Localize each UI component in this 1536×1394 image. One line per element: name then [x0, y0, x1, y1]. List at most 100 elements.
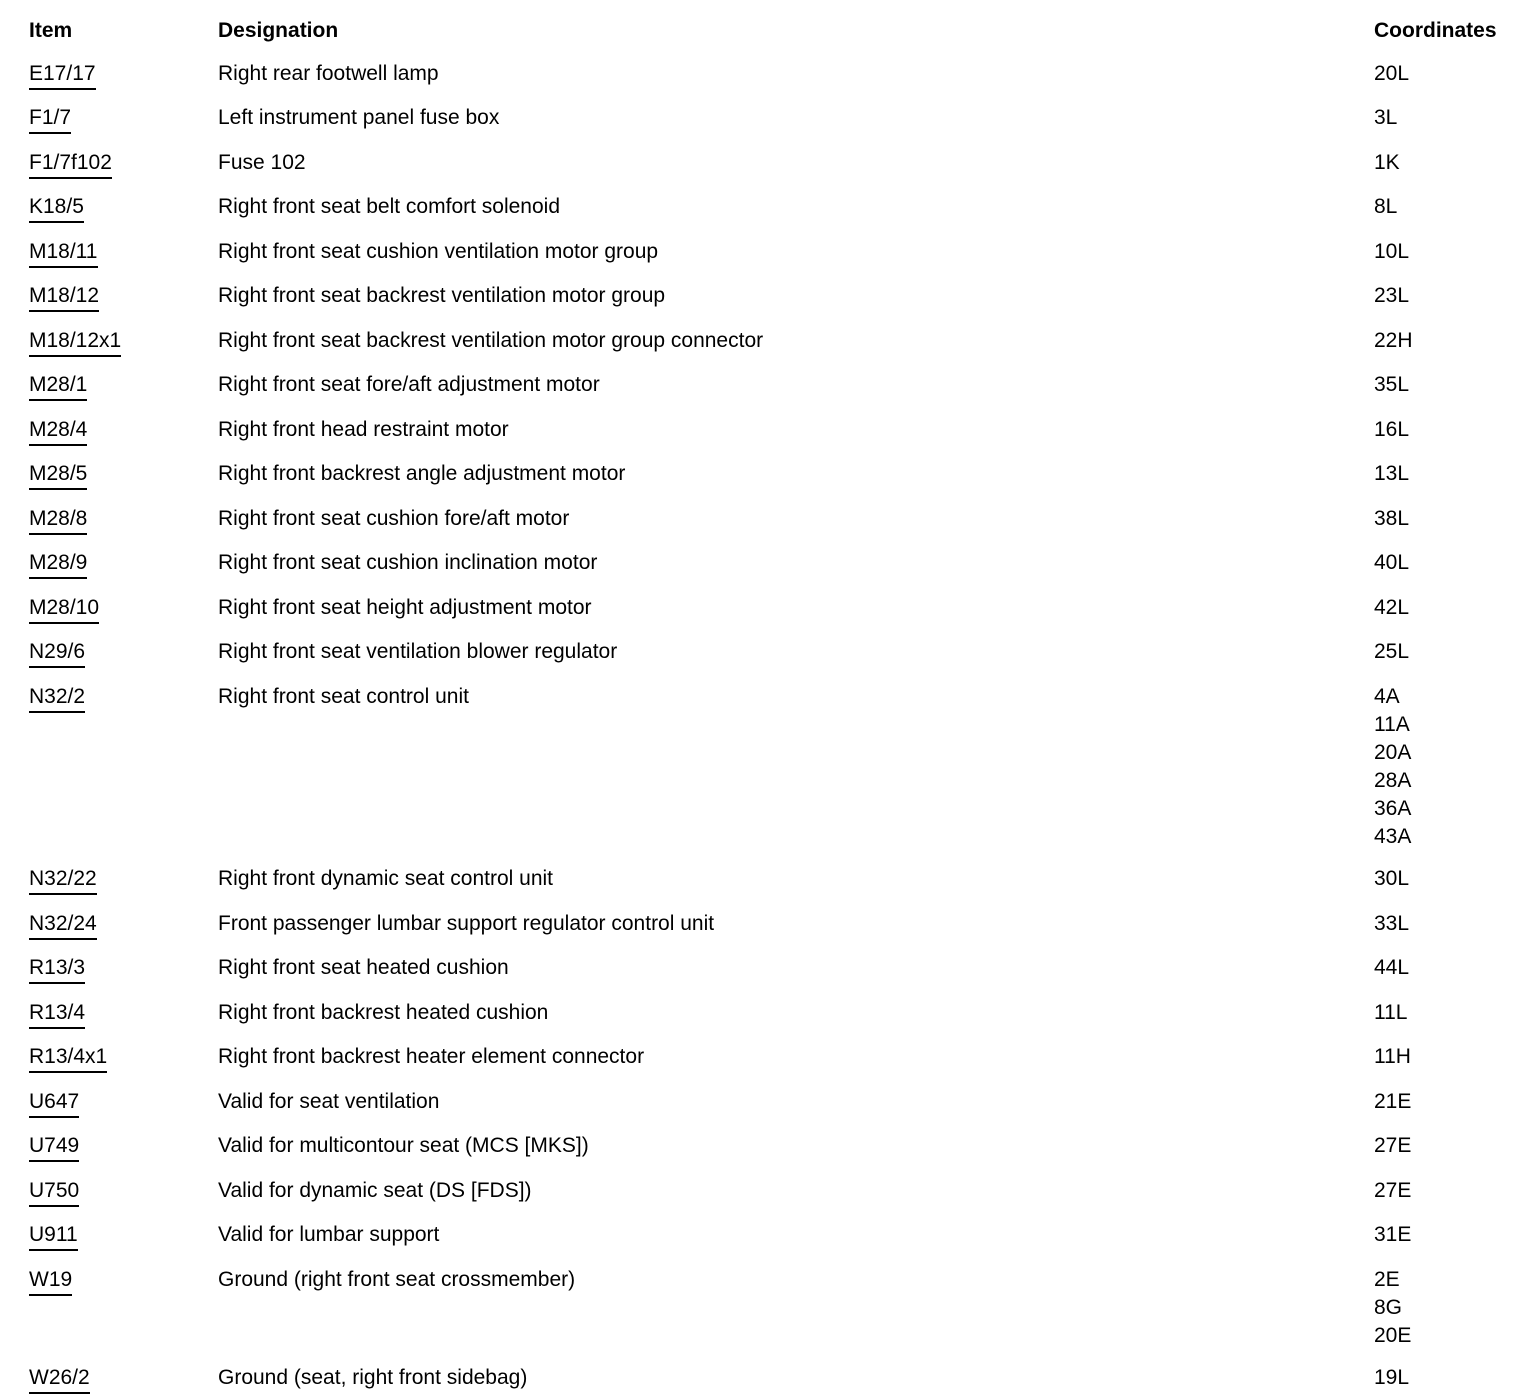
coordinates-cell: 38L [1374, 505, 1536, 533]
item-cell: N32/2 [29, 683, 218, 713]
item-code-link[interactable]: U911 [29, 1221, 78, 1251]
coordinate-value: 20A [1374, 739, 1536, 767]
table-row: R13/3 Right front seat heated cushion 44… [29, 954, 1536, 984]
coordinate-value: 43A [1374, 823, 1536, 851]
item-code-link[interactable]: R13/4 [29, 999, 85, 1029]
table-row: R13/4 Right front backrest heated cushio… [29, 999, 1536, 1029]
table-row: K18/5 Right front seat belt comfort sole… [29, 193, 1536, 223]
coordinate-value: 20E [1374, 1322, 1536, 1350]
item-code-link[interactable]: M28/5 [29, 460, 87, 490]
designation-text: Front passenger lumbar support regulator… [218, 910, 1374, 938]
item-cell: F1/7f102 [29, 149, 218, 179]
item-code-link[interactable]: W19 [29, 1266, 72, 1296]
designation-text: Right front seat heated cushion [218, 954, 1374, 982]
item-code-link[interactable]: W26/2 [29, 1364, 90, 1394]
coordinates-cell: 19L [1374, 1364, 1536, 1392]
table-row: M28/4 Right front head restraint motor 1… [29, 416, 1536, 446]
coordinates-cell: 11H [1374, 1043, 1536, 1071]
designation-text: Right front seat control unit [218, 683, 1374, 711]
coordinates-cell: 10L [1374, 238, 1536, 266]
item-cell: U750 [29, 1177, 218, 1207]
item-code-link[interactable]: N32/2 [29, 683, 85, 713]
item-code-link[interactable]: M18/11 [29, 238, 98, 268]
item-cell: N32/22 [29, 865, 218, 895]
table-row: W26/2 Ground (seat, right front sidebag)… [29, 1364, 1536, 1394]
coordinates-cell: 35L [1374, 371, 1536, 399]
coordinates-cell: 16L [1374, 416, 1536, 444]
item-cell: R13/3 [29, 954, 218, 984]
item-cell: N32/24 [29, 910, 218, 940]
coordinates-cell: 22H [1374, 327, 1536, 355]
coordinate-value: 28A [1374, 767, 1536, 795]
designation-text: Right front seat cushion fore/aft motor [218, 505, 1374, 533]
table-row: M28/1 Right front seat fore/aft adjustme… [29, 371, 1536, 401]
table-row: M28/9 Right front seat cushion inclinati… [29, 549, 1536, 579]
item-cell: R13/4x1 [29, 1043, 218, 1073]
designation-text: Right front seat belt comfort solenoid [218, 193, 1374, 221]
item-cell: M28/4 [29, 416, 218, 446]
designation-text: Left instrument panel fuse box [218, 104, 1374, 132]
item-cell: R13/4 [29, 999, 218, 1029]
item-cell: E17/17 [29, 60, 218, 90]
designation-text: Valid for multicontour seat (MCS [MKS]) [218, 1132, 1374, 1160]
item-code-link[interactable]: K18/5 [29, 193, 84, 223]
table-row: M18/11 Right front seat cushion ventilat… [29, 238, 1536, 268]
item-code-link[interactable]: U647 [29, 1088, 79, 1118]
item-cell: M28/8 [29, 505, 218, 535]
column-header-coordinates: Coordinates [1374, 17, 1536, 45]
item-cell: M28/9 [29, 549, 218, 579]
designation-text: Right front seat height adjustment motor [218, 594, 1374, 622]
column-header-item: Item [29, 17, 218, 45]
designation-text: Valid for dynamic seat (DS [FDS]) [218, 1177, 1374, 1205]
item-code-link[interactable]: M28/4 [29, 416, 87, 446]
table-row: U750 Valid for dynamic seat (DS [FDS]) 2… [29, 1177, 1536, 1207]
item-code-link[interactable]: N32/24 [29, 910, 97, 940]
coordinate-value: 38L [1374, 505, 1536, 533]
coordinate-value: 27E [1374, 1177, 1536, 1205]
designation-text: Valid for seat ventilation [218, 1088, 1374, 1116]
table-row: M28/5 Right front backrest angle adjustm… [29, 460, 1536, 490]
table-row: W19 Ground (right front seat crossmember… [29, 1266, 1536, 1350]
item-cell: M18/12x1 [29, 327, 218, 357]
item-code-link[interactable]: M18/12x1 [29, 327, 121, 357]
item-code-link[interactable]: M18/12 [29, 282, 99, 312]
coordinates-cell: 31E [1374, 1221, 1536, 1249]
designation-text: Ground (seat, right front sidebag) [218, 1364, 1374, 1392]
item-code-link[interactable]: U749 [29, 1132, 79, 1162]
item-code-link[interactable]: R13/3 [29, 954, 85, 984]
designation-text: Right front backrest heater element conn… [218, 1043, 1374, 1071]
item-cell: U749 [29, 1132, 218, 1162]
table-body: E17/17 Right rear footwell lamp 20L F1/7… [29, 60, 1536, 1394]
item-code-link[interactable]: N29/6 [29, 638, 85, 668]
item-code-link[interactable]: U750 [29, 1177, 79, 1207]
coordinate-value: 11H [1374, 1043, 1536, 1071]
item-code-link[interactable]: M28/8 [29, 505, 87, 535]
coordinate-value: 16L [1374, 416, 1536, 444]
item-code-link[interactable]: E17/17 [29, 60, 96, 90]
item-code-link[interactable]: M28/10 [29, 594, 99, 624]
coordinates-cell: 30L [1374, 865, 1536, 893]
coordinate-value: 30L [1374, 865, 1536, 893]
item-code-link[interactable]: N32/22 [29, 865, 97, 895]
coordinates-cell: 1K [1374, 149, 1536, 177]
coordinate-value: 27E [1374, 1132, 1536, 1160]
table-row: N32/22 Right front dynamic seat control … [29, 865, 1536, 895]
coordinates-cell: 11L [1374, 999, 1536, 1027]
coordinate-value: 1K [1374, 149, 1536, 177]
item-cell: M28/1 [29, 371, 218, 401]
item-code-link[interactable]: M28/1 [29, 371, 87, 401]
item-code-link[interactable]: M28/9 [29, 549, 87, 579]
item-code-link[interactable]: F1/7 [29, 104, 71, 134]
item-code-link[interactable]: F1/7f102 [29, 149, 112, 179]
table-row: M18/12 Right front seat backrest ventila… [29, 282, 1536, 312]
coordinate-value: 11L [1374, 999, 1536, 1027]
coordinate-value: 25L [1374, 638, 1536, 666]
coordinate-value: 35L [1374, 371, 1536, 399]
item-code-link[interactable]: R13/4x1 [29, 1043, 107, 1073]
coordinate-value: 13L [1374, 460, 1536, 488]
item-cell: W26/2 [29, 1364, 218, 1394]
coordinate-value: 22H [1374, 327, 1536, 355]
